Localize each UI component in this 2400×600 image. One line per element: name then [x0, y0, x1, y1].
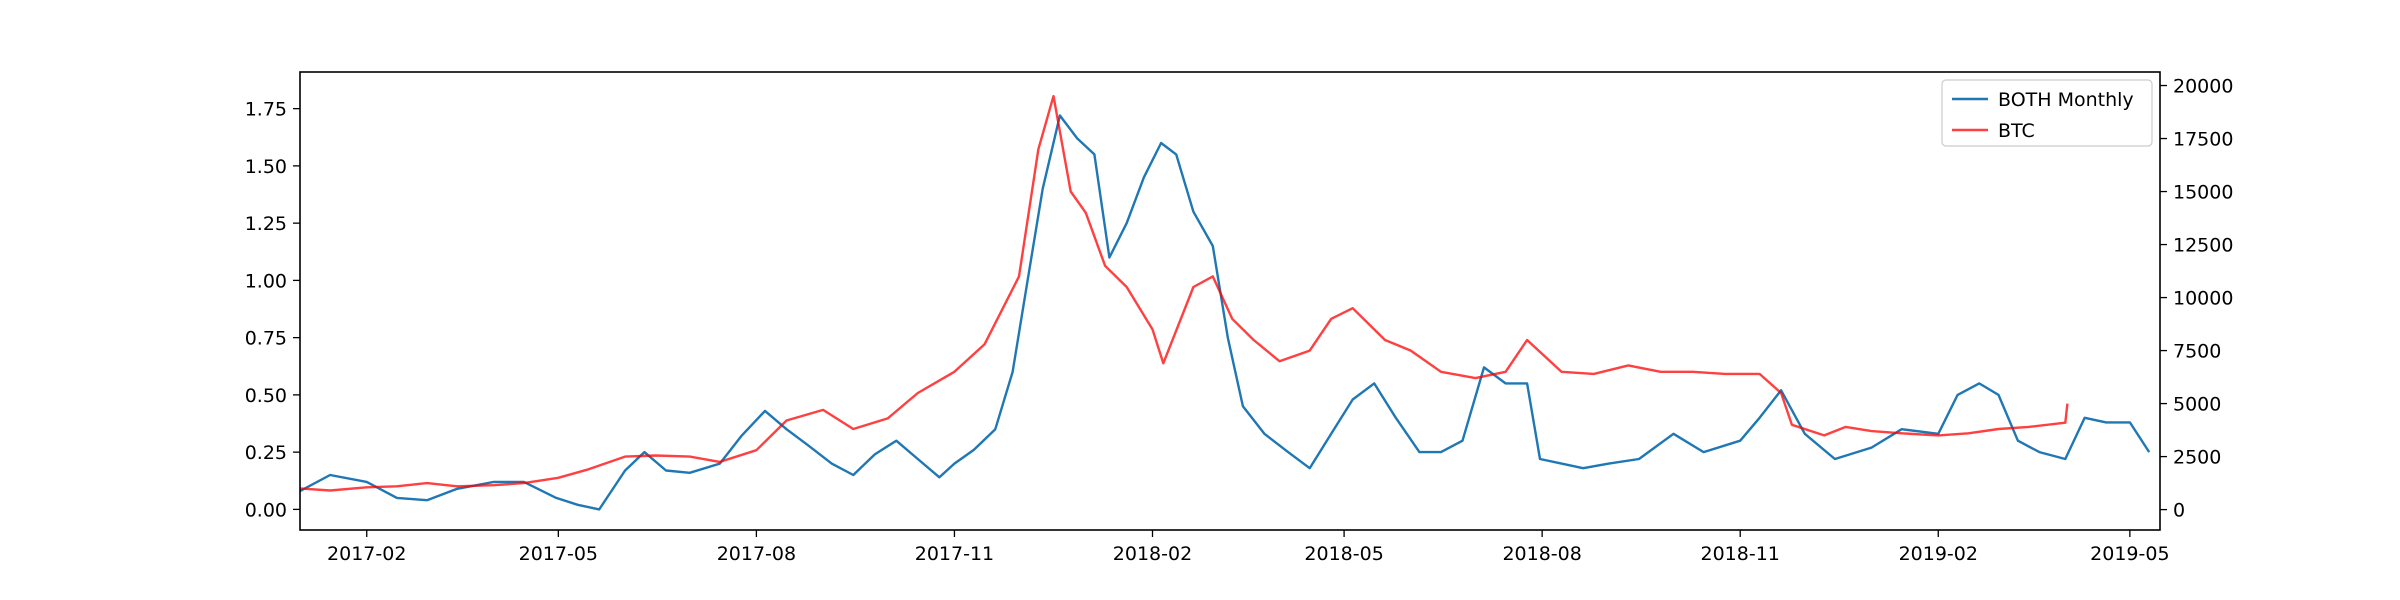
y-right-tick-label: 10000 [2173, 288, 2233, 310]
x-tick-label: 2017-11 [915, 543, 994, 565]
y-left-tick-label: 1.00 [245, 270, 287, 292]
series-layer [299, 94, 2151, 511]
legend-box [1941, 79, 2153, 147]
x-tick-label: 2018-05 [1304, 543, 1383, 565]
x-tick-label: 2019-02 [1899, 543, 1978, 565]
legend-label: BTC [1998, 120, 2035, 142]
y-right-tick-label: 15000 [2173, 182, 2233, 204]
y-right-tick-label: 7500 [2173, 341, 2221, 363]
legend: BOTH Monthly BTC [1941, 79, 2153, 147]
y-left-tick-label: 1.25 [245, 213, 287, 235]
y-axis-right: 0 2500 5000 7500 10000 12500 15000 17500 20000 [2160, 76, 2233, 522]
y-right-tick-label: 0 [2173, 500, 2185, 522]
y-right-tick-label: 12500 [2173, 235, 2233, 257]
y-right-tick-label: 17500 [2173, 129, 2233, 151]
x-tick-label: 2018-08 [1502, 543, 1581, 565]
x-tick-label: 2019-05 [2090, 543, 2169, 565]
y-left-tick-label: 0.75 [245, 328, 287, 350]
x-tick-label: 2018-02 [1113, 543, 1192, 565]
y-axis-left: 0.00 0.25 0.50 0.75 1.00 1.25 1.50 1.75 [245, 99, 300, 521]
y-left-tick-label: 0.25 [245, 442, 287, 464]
series-line-both-monthly [299, 114, 2151, 511]
y-right-tick-label: 20000 [2173, 76, 2233, 98]
y-right-tick-label: 2500 [2173, 447, 2221, 469]
y-left-tick-label: 1.50 [245, 156, 287, 178]
x-tick-label: 2017-02 [327, 543, 406, 565]
y-left-tick-label: 0.50 [245, 385, 287, 407]
y-right-tick-label: 5000 [2173, 394, 2221, 416]
legend-label: BOTH Monthly [1998, 89, 2134, 111]
x-tick-label: 2017-05 [519, 543, 598, 565]
plot-frame [299, 71, 2161, 531]
x-tick-label: 2017-08 [717, 543, 796, 565]
series-line-btc [299, 94, 2069, 492]
y-left-tick-label: 0.00 [245, 499, 287, 521]
y-left-tick-label: 1.75 [245, 99, 287, 121]
x-axis: 2017-02 2017-05 2017-08 2017-11 2018-02 2018-… [327, 530, 2170, 565]
x-tick-label: 2018-11 [1701, 543, 1780, 565]
